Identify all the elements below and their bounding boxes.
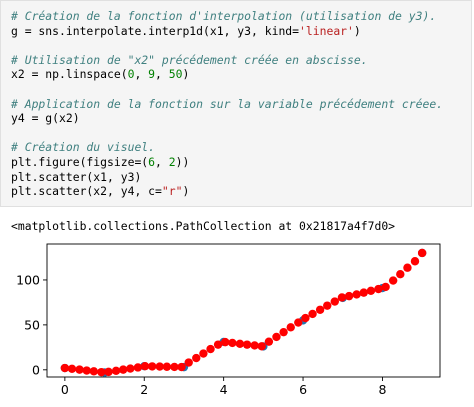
- red-scatter-point: [184, 358, 193, 367]
- blank-line: [11, 126, 463, 141]
- red-scatter-point: [301, 313, 310, 323]
- code-token: ): [182, 184, 190, 199]
- red-scatter-point: [228, 338, 237, 348]
- red-scatter-point: [352, 290, 361, 299]
- x-tick-label: 6: [299, 382, 307, 397]
- red-scatter-point: [111, 366, 121, 375]
- red-scatter-point: [82, 366, 91, 375]
- code-token: 9: [148, 67, 156, 82]
- code-line: plt.scatter(x2, y4, c="r"): [11, 184, 463, 199]
- red-scatter-point: [133, 363, 143, 372]
- red-scatter-point: [308, 309, 317, 319]
- code-cell[interactable]: # Création de la fonction d'interpolatio…: [0, 0, 472, 207]
- y-tick-label: 100: [16, 272, 40, 287]
- plot-frame: [46, 243, 441, 378]
- red-scatter-point: [279, 327, 288, 337]
- code-token: ,: [155, 67, 169, 82]
- red-scatter-point: [97, 367, 106, 377]
- red-scatter-point: [374, 284, 383, 294]
- red-scatter-point: [344, 291, 354, 301]
- code-token: 6: [148, 154, 156, 169]
- red-scatter-point: [170, 362, 179, 372]
- red-scatter-point: [330, 297, 340, 306]
- y-tick-label: 0: [32, 362, 40, 377]
- red-scatter-point: [388, 276, 398, 285]
- red-scatter-point: [235, 339, 245, 349]
- code-token: 2: [168, 154, 176, 169]
- code-token: y4 = g(x2): [11, 111, 80, 126]
- code-comment-line: # Utilisation de "x2" précédement créée …: [11, 52, 368, 67]
- red-scatter-point: [67, 364, 77, 374]
- code-token: )): [175, 154, 190, 169]
- code-line: plt.scatter(x1, y3): [11, 170, 463, 185]
- red-scatter-point: [242, 340, 252, 349]
- code-comment-line: # Création de la fonction d'interpolatio…: [11, 9, 437, 23]
- scatter-plot: 0 2 4 6 8 0 50 100: [16, 243, 441, 397]
- red-scatter-point: [213, 340, 223, 349]
- code-token: plt.scatter(x2, y4, c=: [11, 184, 162, 199]
- x-tick-label: 4: [220, 382, 228, 397]
- red-scatter-point: [140, 362, 150, 371]
- red-scatter-point: [221, 337, 230, 347]
- red-scatter-point: [272, 332, 281, 342]
- red-scatter-point: [257, 342, 266, 351]
- x-tick-label: 2: [140, 382, 148, 397]
- blank-line: [11, 82, 463, 97]
- code-comment-line: # Création du visuel.: [11, 140, 156, 155]
- red-scatter-point: [294, 318, 303, 327]
- red-scatter-point: [315, 305, 325, 314]
- output-text: <matplotlib.collections.PathCollection a…: [11, 219, 396, 233]
- code-token: plt.figure(figsize=(: [11, 154, 149, 169]
- red-scatter-point: [119, 365, 128, 374]
- code-token: ): [353, 23, 361, 38]
- red-scatter-point: [396, 269, 405, 279]
- red-scatter-point: [147, 362, 157, 371]
- red-scatter-point: [89, 367, 99, 376]
- code-token: 50: [168, 67, 183, 82]
- red-scatter-point: [126, 364, 135, 373]
- red-scatter-point: [264, 337, 274, 346]
- blank-line: [11, 38, 463, 53]
- red-scatter-point: [177, 362, 186, 372]
- code-token: 'linear': [299, 23, 354, 38]
- code-token: ): [182, 67, 190, 82]
- code-token: x2 = np.linspace(: [11, 67, 128, 82]
- code-token: ,: [134, 67, 149, 82]
- code-line: y4 = g(x2): [11, 111, 463, 126]
- red-scatter-point: [286, 323, 295, 332]
- code-token: plt.scatter(x1, y3): [11, 169, 142, 184]
- red-scatter-point: [381, 282, 390, 292]
- red-scatter-point: [60, 363, 70, 373]
- red-scatter-point: [155, 362, 164, 371]
- y-tick-label: 50: [24, 317, 40, 332]
- code-line: x2 = np.linspace(0, 9, 50): [11, 67, 463, 82]
- red-scatter-point: [75, 365, 84, 374]
- red-scatter-point: [199, 349, 208, 358]
- red-scatter-point: [337, 293, 347, 302]
- code-token: ,: [155, 154, 169, 169]
- code-token: g = sns.interpolate.interp1d(x1, y3, kin…: [11, 23, 300, 38]
- code-line: plt.figure(figsize=(6, 2)): [11, 155, 463, 170]
- red-scatter-point: [410, 257, 420, 266]
- red-scatter-point: [417, 248, 427, 258]
- red-scatter-point: [192, 353, 201, 363]
- red-scatter-point: [366, 286, 376, 296]
- code-token: "r": [161, 184, 183, 199]
- x-tick-label: 0: [61, 382, 69, 397]
- code-line: g = sns.interpolate.interp1d(x1, y3, kin…: [11, 24, 463, 39]
- red-scatter-point: [206, 344, 215, 354]
- code-comment-line: # Application de la fonction sur la vari…: [11, 96, 444, 111]
- red-scatter-point: [250, 341, 259, 350]
- red-scatter-point: [359, 288, 368, 297]
- red-scatter-point: [403, 263, 412, 272]
- red-scatter-point: [162, 362, 172, 371]
- code-token: 0: [127, 67, 135, 82]
- red-scatter-point: [104, 367, 113, 377]
- x-tick-label: 8: [378, 382, 386, 397]
- red-scatter-point: [323, 301, 332, 310]
